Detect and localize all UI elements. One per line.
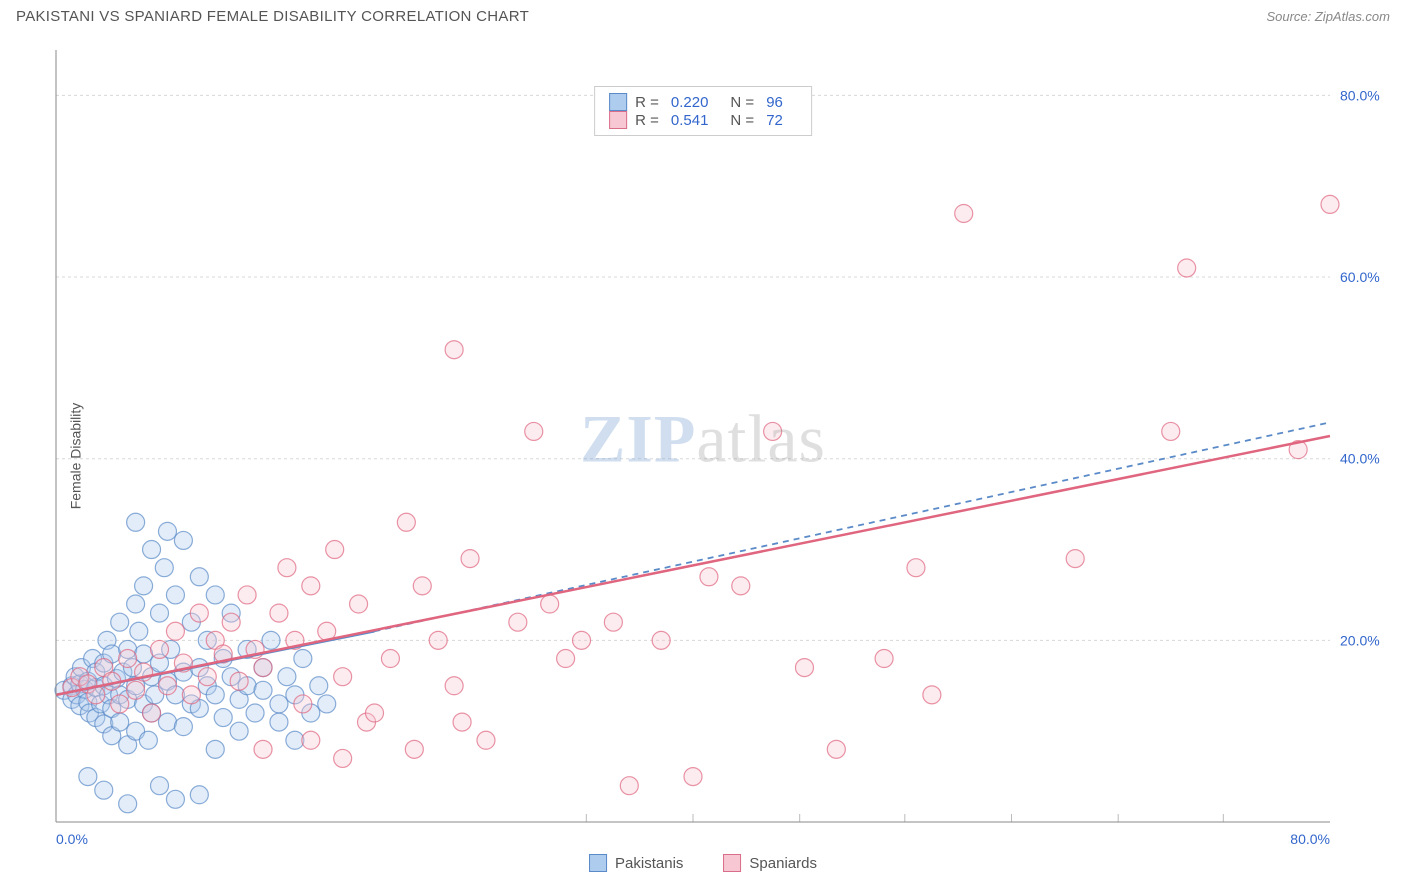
stats-legend-row: R = 0.220 N = 96 — [609, 93, 797, 111]
svg-text:80.0%: 80.0% — [1290, 831, 1330, 847]
source-label: Source: ZipAtlas.com — [1266, 9, 1390, 24]
svg-text:60.0%: 60.0% — [1340, 269, 1380, 285]
legend-swatch — [609, 111, 627, 129]
y-axis-label: Female Disability — [67, 403, 83, 510]
stats-legend-row: R = 0.541 N = 72 — [609, 111, 797, 129]
svg-text:20.0%: 20.0% — [1340, 632, 1380, 648]
stats-legend: R = 0.220 N = 96 R = 0.541 N = 72 — [594, 86, 812, 136]
r-value: 0.541 — [671, 112, 709, 129]
svg-text:80.0%: 80.0% — [1340, 87, 1380, 103]
r-label: R = — [635, 112, 659, 129]
scatter-chart: 20.0% 40.0% 60.0% 80.0% 0.0% 80.0% — [16, 40, 1390, 872]
r-value: 0.220 — [671, 94, 709, 111]
legend-swatch — [609, 93, 627, 111]
legend-label: Spaniards — [749, 855, 817, 872]
n-value: 96 — [766, 94, 783, 111]
chart-title: PAKISTANI VS SPANIARD FEMALE DISABILITY … — [16, 8, 529, 25]
svg-text:0.0%: 0.0% — [56, 831, 88, 847]
legend-swatch — [589, 854, 607, 872]
legend-item: Pakistanis — [589, 854, 683, 872]
r-label: R = — [635, 94, 659, 111]
legend-item: Spaniards — [723, 854, 817, 872]
legend-swatch — [723, 854, 741, 872]
svg-text:40.0%: 40.0% — [1340, 451, 1380, 467]
n-label: N = — [730, 94, 754, 111]
source-link[interactable]: ZipAtlas.com — [1315, 9, 1390, 24]
series-legend: Pakistanis Spaniards — [589, 854, 817, 872]
n-label: N = — [730, 112, 754, 129]
n-value: 72 — [766, 112, 783, 129]
legend-label: Pakistanis — [615, 855, 683, 872]
